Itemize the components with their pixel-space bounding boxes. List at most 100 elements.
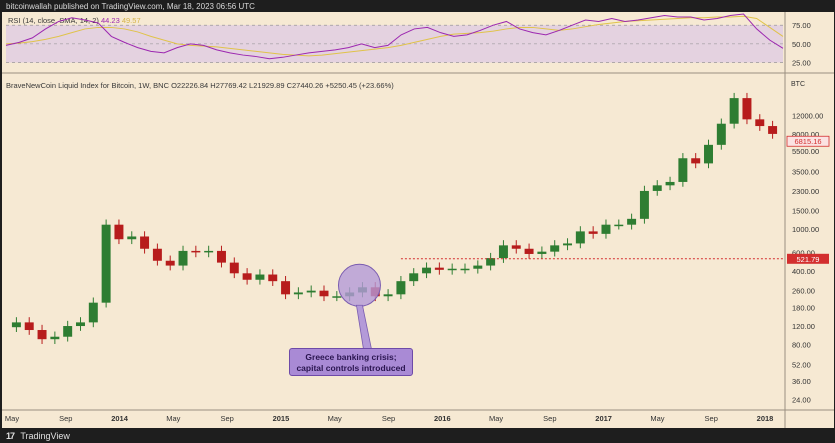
candle-body [242,273,252,280]
candle-body [678,158,688,182]
time-tick-label: Sep [705,414,718,423]
publisher-caption: bitcoinwallah published on TradingView.c… [6,2,255,11]
time-tick-label: Sep [382,414,395,423]
candle-body [255,274,265,280]
time-tick-label: 2016 [434,414,451,423]
candle-body [127,236,137,240]
time-tick-label: Sep [59,414,72,423]
price-tick-label: 2300.00 [792,187,819,196]
rsi-line [5,13,784,60]
candle-body [114,224,124,240]
time-tick-label: May [166,414,180,423]
price-tick-label: 400.00 [792,267,815,276]
marker-price-label: 521.79 [797,255,820,264]
candle-body [268,274,278,282]
candle-body [11,322,21,328]
candle-body [165,260,175,266]
candle-body [704,144,713,164]
time-tick-label: Sep [220,414,233,423]
candle-body [627,218,637,225]
candle-body [63,326,73,337]
candle-body [729,98,739,124]
price-tick-label: 8000.00 [792,130,819,139]
price-tick-label: 260.00 [792,287,815,296]
candle-body [76,322,85,327]
candle-body [434,267,444,270]
candle-body [409,273,419,282]
annotation-box: Greece banking crisis; capital controls … [289,348,413,376]
candle-body [524,248,534,254]
price-tick-label: 24.00 [792,396,811,405]
time-tick-label: May [489,414,503,423]
candle-body [498,245,508,259]
price-tick-label: 80.00 [792,341,811,350]
candle-body [191,250,201,253]
price-tick-label: 1500.00 [792,206,819,215]
candle-body [332,296,342,298]
rsi-sma-line [5,15,784,57]
rsi-sma-value: 49.57 [121,16,141,25]
candle-body [88,302,98,323]
rsi-title: RSI (14, close, SMA, 14, 2) [8,16,99,25]
candle-body [447,268,457,271]
ohlc-legend: BraveNewCoin Liquid Index for Bitcoin, 1… [6,81,394,90]
candle-body [50,336,60,340]
time-tick-label: 2015 [273,414,290,423]
annotation-circle [337,263,381,307]
tradingview-logo-icon: 17 [6,431,15,441]
candle-body [665,181,675,186]
candle-body [550,245,560,252]
candle-body [691,158,701,164]
candle-body [216,250,226,263]
annotation-line-1: Greece banking crisis; [305,352,397,362]
candle-body [204,250,214,253]
rsi-legend: RSI (14, close, SMA, 14, 2) 44.23 49.57 [8,16,141,25]
candle-body [486,258,496,266]
chart-background [2,12,834,428]
candle-body [319,290,329,297]
candle-body [229,262,239,274]
candle-body [755,119,765,127]
last-price-label: 6815.16 [794,137,821,146]
candle-body [383,294,393,297]
price-tick-label: 3500.00 [792,168,819,177]
candle-body [281,281,291,295]
candle-body [152,248,162,261]
rsi-tick-label: 50.00 [792,40,811,49]
rsi-tick-label: 25.00 [792,59,811,68]
time-tick-label: May [650,414,664,423]
candle-body [588,231,598,234]
candle-body [396,281,406,295]
candle-body [473,265,483,269]
candle-body [178,250,188,266]
candle-body [460,268,470,271]
time-tick-label: 2017 [595,414,612,423]
price-tick-label: 52.00 [792,360,811,369]
candle-body [639,190,649,219]
footer-brand: TradingView [20,431,70,441]
time-tick-label: Sep [543,414,556,423]
candle-body [563,243,573,246]
price-tick-label: 12000.00 [792,111,823,120]
candle-body [601,224,611,234]
time-tick-label: May [328,414,342,423]
candle-body [37,330,47,340]
candle-body [742,98,752,120]
annotation-pointer [355,304,372,350]
candle-body [575,231,585,244]
unit-label: BTC [791,81,805,88]
candle-body [614,224,624,227]
time-tick-label: May [5,414,19,423]
candle-body [511,245,521,249]
time-tick-label: 2018 [757,414,774,423]
candle-body [140,236,150,249]
candle-body [101,224,111,303]
candle-body [537,251,547,254]
candle-body [768,126,778,134]
price-tick-label: 600.00 [792,248,815,257]
price-tick-label: 180.00 [792,303,815,312]
price-tick-label: 120.00 [792,322,815,331]
time-tick-label: 2014 [111,414,129,423]
candle-body [293,292,303,295]
